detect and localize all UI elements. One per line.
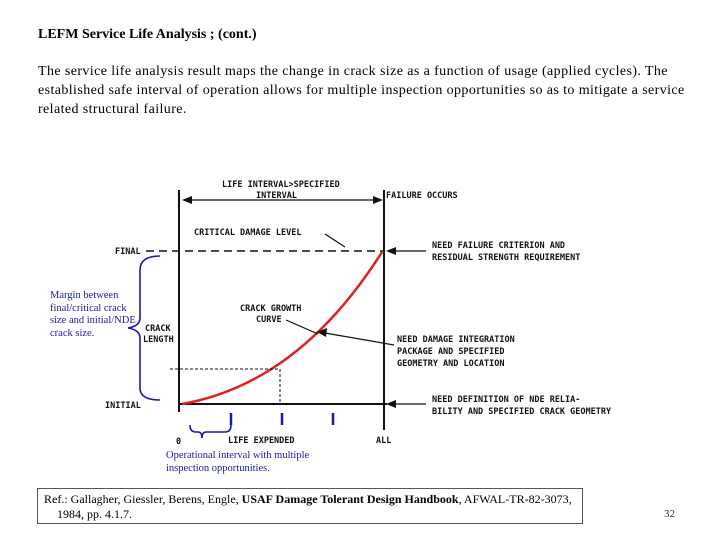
need-nde-arrowhead — [386, 400, 396, 408]
crack-growth-label-1: CRACK GROWTH — [240, 304, 301, 314]
life-interval-label-1: LIFE INTERVAL>SPECIFIED — [222, 180, 340, 190]
need-failure-arrowhead — [386, 247, 396, 255]
need-damage-label-2: PACKAGE AND SPECIFIED — [397, 347, 504, 357]
need-damage-arrowhead — [317, 328, 327, 337]
reference-book-title: USAF Damage Tolerant Design Handbook — [241, 492, 459, 506]
life-interval-label-2: INTERVAL — [256, 191, 297, 201]
crack-growth-leader — [285, 319, 319, 335]
need-damage-label-3: GEOMETRY AND LOCATION — [397, 359, 504, 369]
need-damage-arrow — [324, 332, 395, 346]
failure-occurs-label: FAILURE OCCURS — [386, 191, 458, 201]
zero-label: 0 — [176, 437, 181, 447]
crack-length-label-2: LENGTH — [143, 335, 174, 345]
interval-brace — [189, 424, 232, 439]
need-failure-label-2: RESIDUAL STRENGTH REQUIREMENT — [432, 253, 580, 263]
crack-length-label-1: CRACK — [145, 324, 171, 334]
crack-growth-label-2: CURVE — [256, 315, 282, 325]
all-label: ALL — [376, 436, 391, 446]
margin-brace — [127, 255, 161, 401]
page-number: 32 — [664, 508, 675, 520]
initial-label: INITIAL — [105, 401, 141, 411]
reference-box: Ref.: Gallagher, Giessler, Berens, Engle… — [37, 488, 583, 524]
reference-prefix: Ref.: Gallagher, Giessler, Berens, Engle… — [44, 492, 242, 506]
need-failure-label-1: NEED FAILURE CRITERION AND — [432, 241, 565, 251]
final-label: FINAL — [115, 247, 141, 257]
slide-title: LEFM Service Life Analysis ; (cont.) — [38, 27, 257, 42]
crack-growth-curve — [181, 251, 384, 406]
need-nde-label-2: BILITY AND SPECIFIED CRACK GEOMETRY — [432, 407, 612, 417]
reference-line-1: Ref.: Gallagher, Giessler, Berens, Engle… — [44, 492, 576, 507]
reference-suffix: , AFWAL-TR-82-3073, — [458, 492, 572, 506]
life-interval-arrowhead-left — [182, 196, 192, 204]
interval-note: Operational interval with multiple inspe… — [166, 450, 310, 474]
slide-body-text: The service life analysis result maps th… — [38, 64, 685, 117]
life-expended-label: LIFE EXPENDED — [228, 436, 295, 446]
margin-note: Margin between final/critical crack size… — [50, 290, 136, 339]
need-nde-label-1: NEED DEFINITION OF NDE RELIA- — [432, 395, 580, 405]
critical-damage-leader — [324, 233, 346, 248]
reference-line-2: 1984, pp. 4.1.7. — [57, 507, 132, 521]
critical-damage-label: CRITICAL DAMAGE LEVEL — [194, 228, 301, 238]
life-interval-arrowhead-right — [373, 196, 383, 204]
need-damage-label-1: NEED DAMAGE INTEGRATION — [397, 335, 515, 345]
